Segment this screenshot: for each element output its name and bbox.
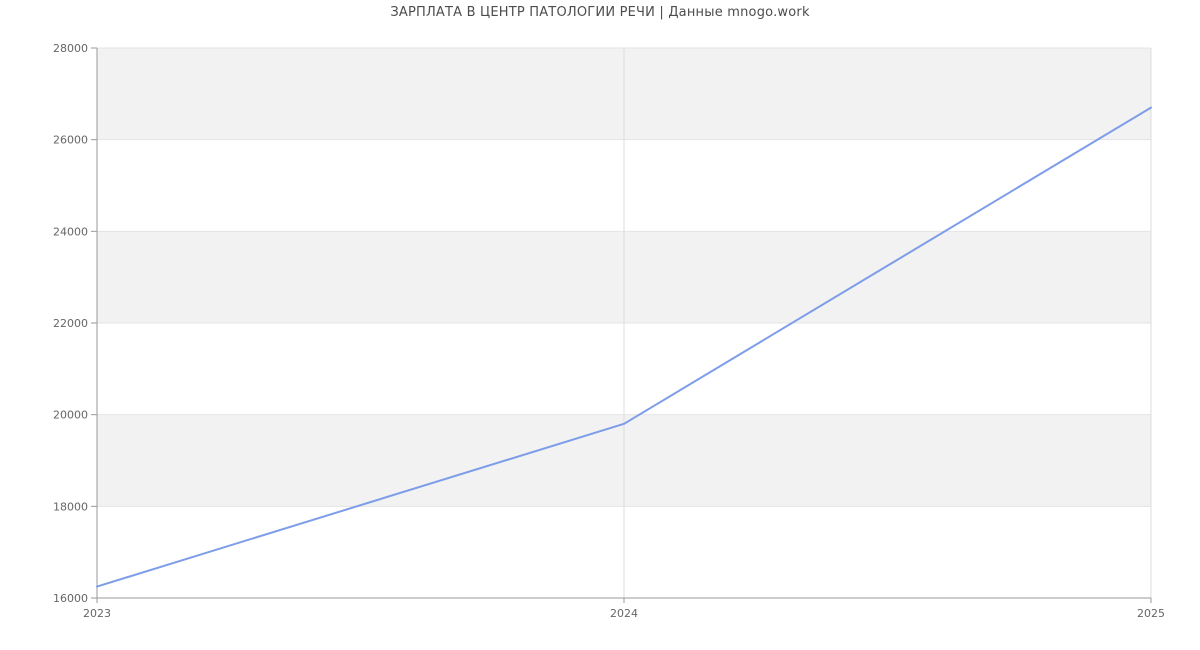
x-axis-label: 2024 <box>610 607 638 620</box>
y-axis-label: 26000 <box>53 134 88 147</box>
x-axis-label: 2025 <box>1137 607 1165 620</box>
salary-line-series <box>96 106 1152 588</box>
chart-title: ЗАРПЛАТА В ЦЕНТР ПАТОЛОГИИ РЕЧИ | Данные… <box>390 5 810 20</box>
y-axis-label: 18000 <box>53 500 88 513</box>
y-axis-label: 22000 <box>53 317 88 330</box>
y-axis-label: 16000 <box>53 592 88 605</box>
y-axis-label: 24000 <box>53 225 88 238</box>
y-axis-label: 20000 <box>53 409 88 422</box>
x-axis-label: 2023 <box>83 607 111 620</box>
y-axis-label: 28000 <box>53 42 88 55</box>
